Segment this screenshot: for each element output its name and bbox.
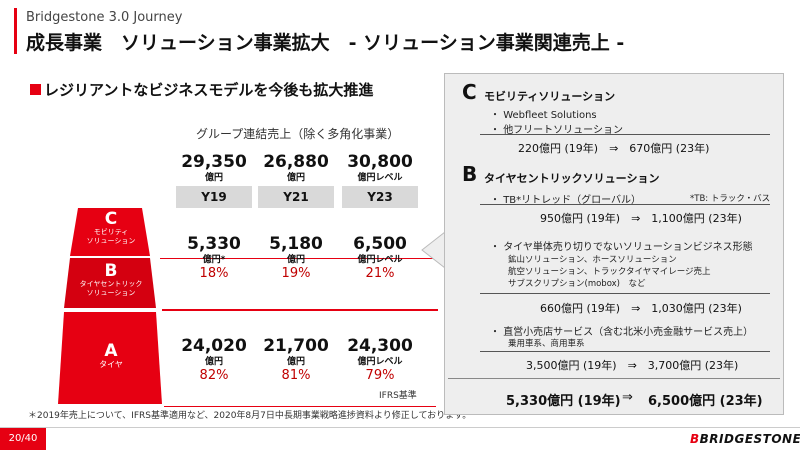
pyramid-c-letter: C [104, 209, 118, 229]
section-c-value: 220億円 (19年) ⇒ 670億円 (23年) [518, 142, 710, 155]
total-value: 30,800 [347, 152, 413, 172]
cb-value: 5,330 [187, 234, 241, 254]
cb-pct: 18% [199, 266, 229, 281]
a-value: 24,300 [347, 336, 413, 356]
section-b-title: タイヤセントリックソリューション [484, 172, 660, 185]
a-pct: 82% [199, 368, 229, 383]
ifrs-note: IFRS基準 [379, 391, 417, 401]
group-sales-title: グループ連結売上（除く多角化事業） [196, 127, 400, 141]
panel-total-right: 6,500億円 (23年) [648, 394, 763, 409]
tb-note: *TB: トラック・バス [690, 194, 771, 204]
a-value: 24,020 [181, 336, 247, 356]
panel-total-left: 5,330億円 (19年) [506, 394, 621, 409]
year-label-y21: Y21 [258, 186, 334, 208]
divider-bottom [164, 406, 436, 407]
journey-label: Bridgestone 3.0 Journey [26, 10, 183, 25]
year-label-y23: Y23 [342, 186, 418, 208]
section-c-divider [480, 134, 770, 135]
panel-total-arrow: ⇒ [622, 390, 633, 405]
page-title: 成長事業 ソリューション事業拡大 - ソリューション事業関連売上 - [26, 32, 625, 54]
section-b-item-1: ・ TB*リトレッド（グローバル） [490, 195, 642, 206]
divider-b-a [162, 309, 438, 311]
pyramid-label-a: A タイヤ [58, 342, 164, 369]
cb-unit: 億円 [286, 255, 305, 265]
headline-bullet [30, 84, 41, 95]
pyramid-shape [58, 208, 162, 404]
page-number: 20/40 [0, 428, 46, 450]
pyramid-b-line1: タイヤセントリック [79, 280, 143, 288]
headline: レジリアントなビジネスモデルを今後も拡大推進 [44, 81, 374, 99]
pyramid-a-line1: タイヤ [99, 360, 123, 369]
pyramid-c-line1: モビリティ [93, 228, 129, 236]
callout-pointer [421, 230, 446, 270]
pyramid-segment-c [70, 208, 150, 256]
section-b-item-3-value: 3,500億円 (19年) ⇒ 3,700億円 (23年) [526, 359, 739, 372]
column-y19-a: 24,020 億円 82% [176, 336, 252, 384]
a-unit: 億円 [204, 357, 223, 367]
cb-unit: 億円レベル [357, 255, 403, 265]
year-label-y19: Y19 [176, 186, 252, 208]
section-b-item-1-value: 950億円 (19年) ⇒ 1,100億円 (23年) [540, 212, 742, 225]
a-unit: 億円 [286, 357, 305, 367]
column-y21-total: 26,880 億円 [258, 152, 334, 184]
section-b-item-2-sub-3: サブスクリプション(mobox) など [508, 279, 646, 289]
section-b-item-1-divider [480, 204, 770, 205]
pyramid-b-line2: ソリューション [86, 289, 136, 297]
section-b-item-3: ・ 直営小売店サービス（含む北米小売金融サービス売上） [490, 327, 754, 338]
pyramid-segment-a [58, 312, 162, 404]
total-unit: 億円 [204, 173, 223, 183]
section-b-item-2-sub-1: 鉱山ソリューション、ホースソリューション [508, 255, 677, 265]
total-unit: 億円レベル [357, 173, 403, 183]
section-b-item-2-divider [480, 293, 770, 294]
section-c-item-2: ・ 他フリートソリューション [490, 125, 623, 136]
pyramid-label-c: C モビリティ ソリューション [64, 210, 158, 246]
a-pct: 79% [365, 368, 395, 383]
pyramid-c-line2: ソリューション [86, 237, 136, 245]
section-b-item-3-divider [480, 351, 770, 352]
column-y23-cb: 6,500 億円レベル 21% [342, 234, 418, 282]
column-y21-a: 21,700 億円 81% [258, 336, 334, 384]
footer-divider [0, 427, 800, 428]
cb-unit: 億円* [202, 255, 226, 265]
solution-breakdown-panel [444, 73, 784, 415]
section-c-title: モビリティソリューション [484, 90, 616, 103]
column-y19-cb: 5,330 億円* 18% [176, 234, 252, 282]
pyramid-label-b: B タイヤセントリック ソリューション [60, 262, 162, 298]
pyramid-a-letter: A [104, 341, 118, 361]
cb-value: 6,500 [353, 234, 407, 254]
a-value: 21,700 [263, 336, 329, 356]
section-b-item-2-value: 660億円 (19年) ⇒ 1,030億円 (23年) [540, 302, 742, 315]
footnote: ＊2019年売上について、IFRS基準適用など、2020年8月7日中長期事業戦略… [28, 411, 472, 421]
bridgestone-logo: BBRIDGESTONE [690, 432, 800, 446]
pyramid-segment-b [64, 258, 156, 308]
a-pct: 81% [281, 368, 311, 383]
column-y19-total: 29,350 億円 [176, 152, 252, 184]
column-y23-a: 24,300 億円レベル 79% [342, 336, 418, 384]
cb-pct: 21% [365, 266, 395, 281]
cb-pct: 19% [281, 266, 311, 281]
pyramid-b-letter: B [104, 261, 118, 281]
total-value: 29,350 [181, 152, 247, 172]
total-value: 26,880 [263, 152, 329, 172]
section-b-letter: B [462, 162, 478, 186]
panel-total-divider [448, 378, 780, 379]
column-y21-cb: 5,180 億円 19% [258, 234, 334, 282]
a-unit: 億円レベル [357, 357, 403, 367]
divider-c-b [160, 258, 436, 259]
total-unit: 億円 [286, 173, 305, 183]
section-b-item-3-sub: 乗用車系、商用車系 [508, 339, 585, 349]
cb-value: 5,180 [269, 234, 323, 254]
section-b-item-2-sub-2: 航空ソリューション、トラックタイヤマイレージ売上 [508, 267, 711, 277]
section-c-letter: C [462, 80, 477, 104]
section-b-item-2: ・ タイヤ単体売り切りでないソリューションビジネス形態 [490, 242, 753, 253]
column-y23-total: 30,800 億円レベル [342, 152, 418, 184]
section-c-item-1: ・ Webfleet Solutions [490, 110, 597, 121]
header-accent-bar [14, 8, 17, 54]
